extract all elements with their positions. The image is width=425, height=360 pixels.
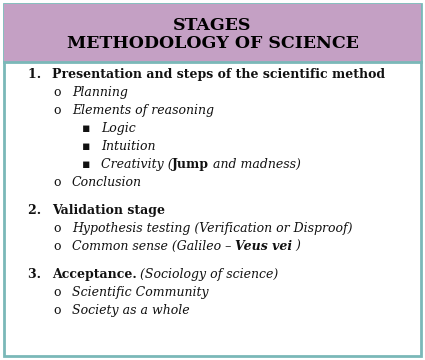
Text: Jump: Jump	[173, 158, 210, 171]
Text: Logic: Logic	[101, 122, 136, 135]
Text: ▪: ▪	[82, 122, 101, 135]
Text: METHODOLOGY OF SCIENCE: METHODOLOGY OF SCIENCE	[67, 35, 358, 51]
Text: o: o	[54, 104, 72, 117]
Text: Planning: Planning	[72, 86, 128, 99]
Text: o: o	[54, 176, 72, 189]
Text: Acceptance.: Acceptance.	[51, 268, 136, 281]
Text: o: o	[54, 86, 72, 99]
Text: Presentation and steps of the scientific method: Presentation and steps of the scientific…	[52, 68, 385, 81]
Text: Creativity (: Creativity (	[101, 158, 173, 171]
Text: 3.: 3.	[28, 268, 51, 281]
Text: Validation stage: Validation stage	[52, 204, 165, 217]
Text: 1.: 1.	[28, 68, 52, 81]
Text: and madness): and madness)	[210, 158, 301, 171]
Text: Scientific Community: Scientific Community	[72, 286, 208, 299]
Text: (Sociology of science): (Sociology of science)	[136, 268, 279, 281]
Text: o: o	[54, 240, 72, 253]
Text: 2.: 2.	[28, 204, 52, 217]
Text: Veus vei: Veus vei	[235, 240, 292, 253]
Text: Common sense (Galileo –: Common sense (Galileo –	[72, 240, 235, 253]
Text: Society as a whole: Society as a whole	[72, 304, 190, 317]
Text: Conclusion: Conclusion	[72, 176, 142, 189]
Text: o: o	[54, 304, 72, 317]
Text: o: o	[54, 222, 72, 235]
Text: Intuition: Intuition	[101, 140, 155, 153]
Text: ▪: ▪	[82, 158, 101, 171]
Text: ): )	[292, 240, 301, 253]
Text: o: o	[54, 286, 72, 299]
Text: ▪: ▪	[82, 140, 101, 153]
Text: Hypothesis testing (Verification or Disproof): Hypothesis testing (Verification or Disp…	[72, 222, 352, 235]
Text: STAGES: STAGES	[173, 17, 252, 33]
Text: Elements of reasoning: Elements of reasoning	[72, 104, 214, 117]
Bar	[4, 4, 421, 62]
